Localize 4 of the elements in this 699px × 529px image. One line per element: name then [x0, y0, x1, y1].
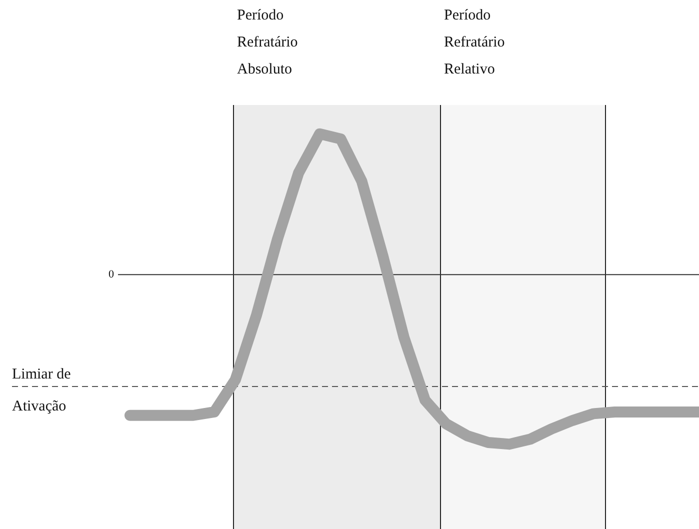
- ref-line-label: Limiar de Ativação: [12, 366, 72, 415]
- text: Período Refratário Absoluto: [237, 7, 298, 78]
- ref-line-label: 0: [108, 268, 114, 280]
- text: Período Refratário Relativo: [444, 7, 505, 78]
